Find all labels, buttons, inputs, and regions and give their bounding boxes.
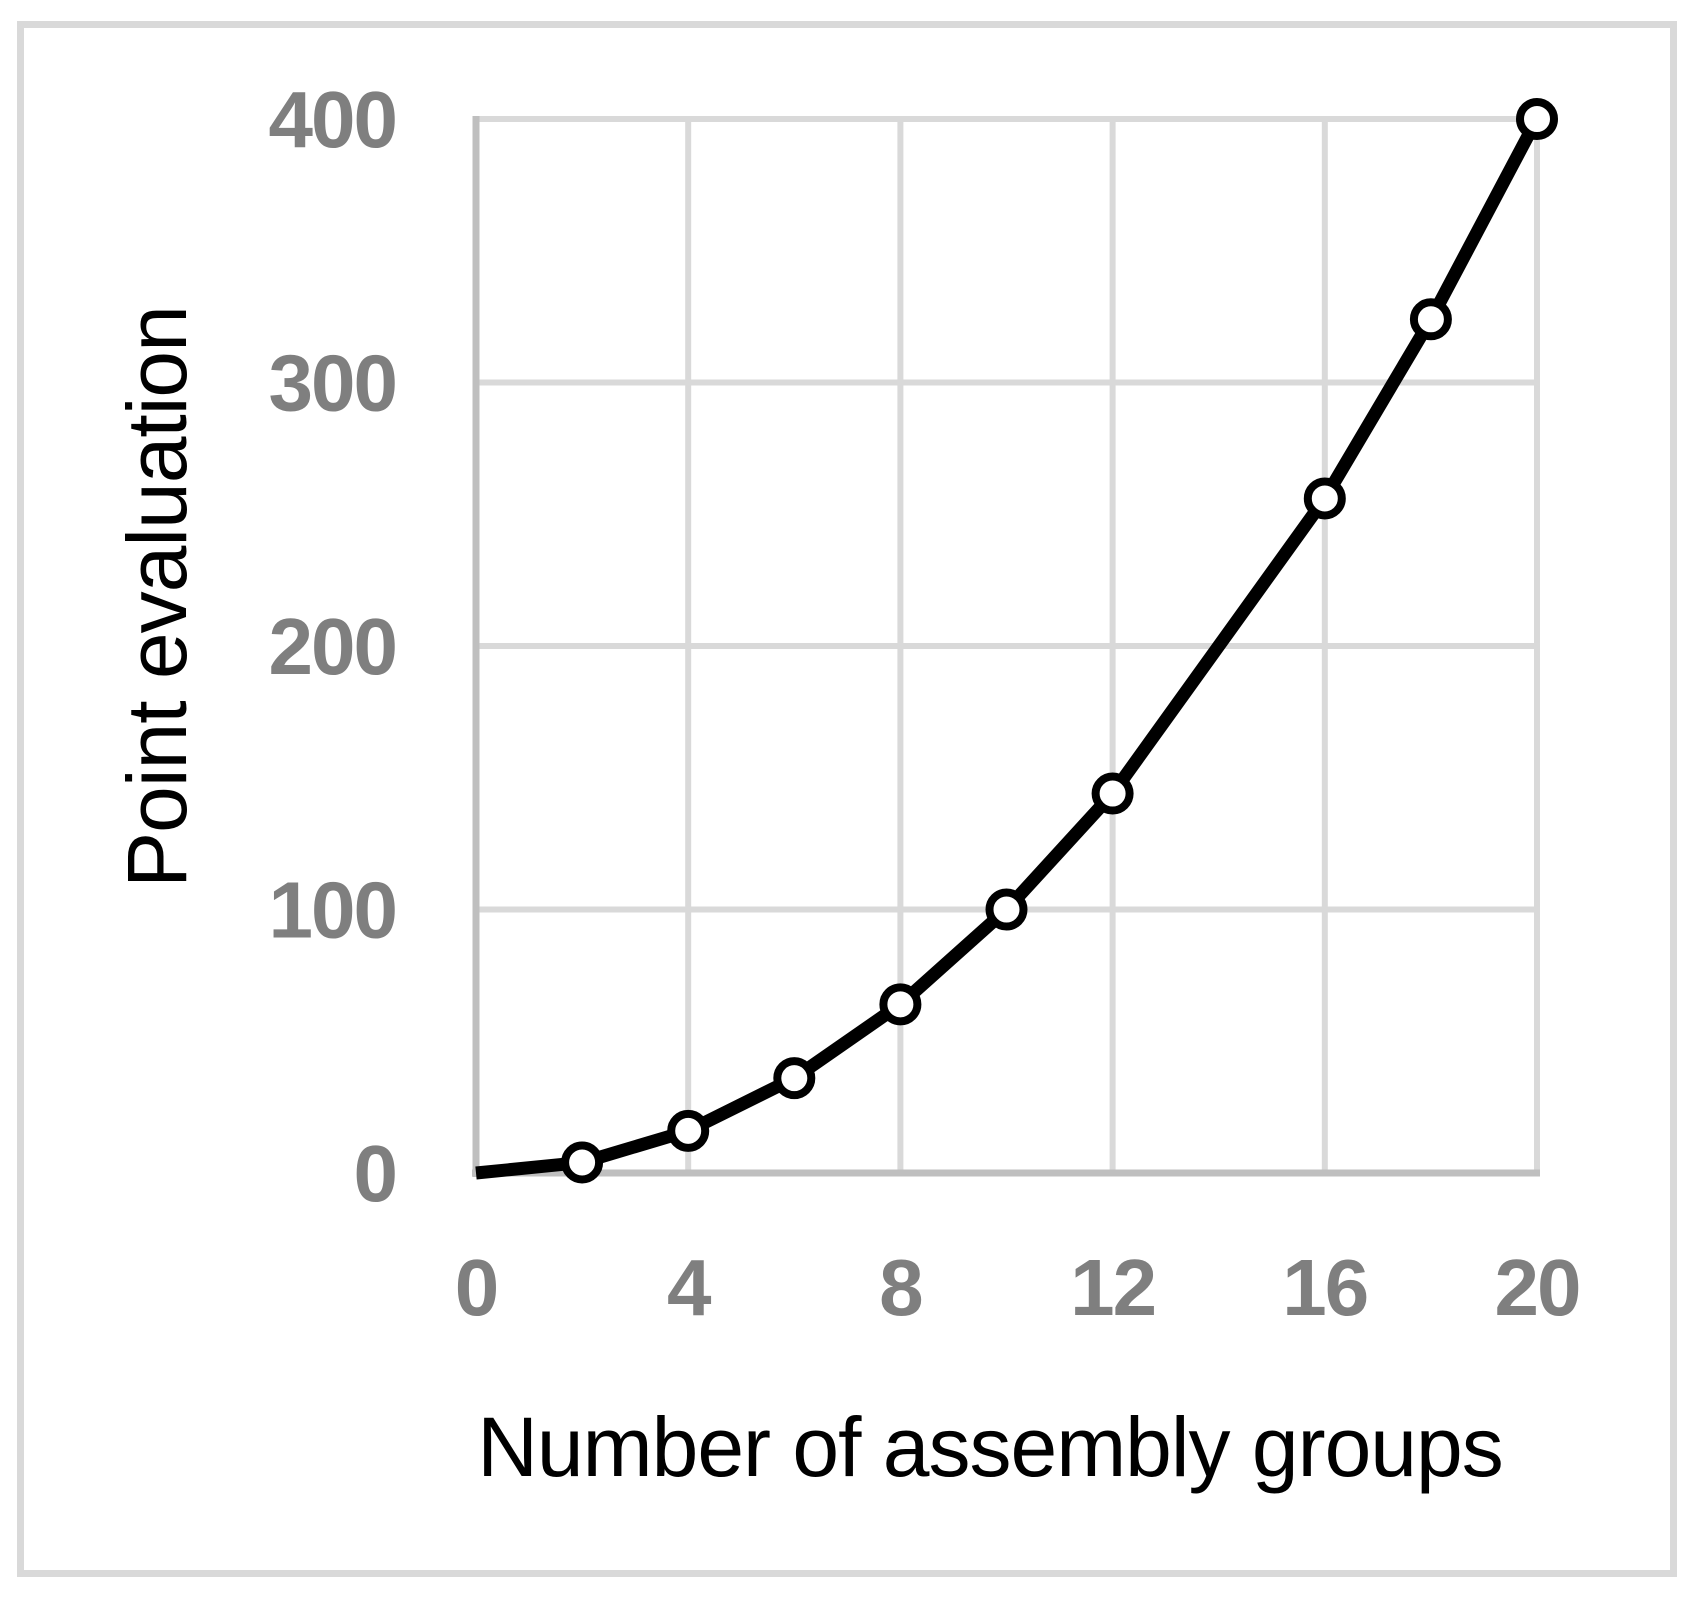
y-tick-label: 0 bbox=[354, 1129, 397, 1218]
chart-frame-border bbox=[17, 21, 1677, 1577]
data-point-marker bbox=[879, 983, 922, 1026]
data-point-marker bbox=[561, 1141, 604, 1184]
data-point-marker bbox=[1409, 298, 1452, 341]
data-point-marker bbox=[985, 888, 1028, 931]
data-point-marker bbox=[1303, 477, 1346, 520]
data-point-marker bbox=[667, 1109, 710, 1152]
series-line bbox=[475, 115, 1543, 1180]
data-point-marker bbox=[1516, 98, 1558, 140]
y-tick-label: 200 bbox=[269, 602, 396, 691]
y-axis-title: Point evaluation bbox=[110, 306, 204, 888]
y-tick-label: 400 bbox=[269, 75, 396, 164]
data-point-marker bbox=[773, 1057, 816, 1100]
data-point-marker bbox=[1091, 772, 1134, 815]
x-tick-label: 8 bbox=[879, 1243, 922, 1332]
y-tick-label: 100 bbox=[269, 866, 396, 955]
y-tick-label: 300 bbox=[269, 339, 396, 428]
x-tick-label: 12 bbox=[1070, 1243, 1155, 1332]
x-tick-label: 0 bbox=[455, 1243, 498, 1332]
x-tick-label: 20 bbox=[1495, 1243, 1580, 1332]
x-tick-label: 4 bbox=[667, 1243, 712, 1332]
x-tick-label: 16 bbox=[1282, 1243, 1367, 1332]
x-axis-title: Number of assembly groups bbox=[477, 1400, 1503, 1494]
